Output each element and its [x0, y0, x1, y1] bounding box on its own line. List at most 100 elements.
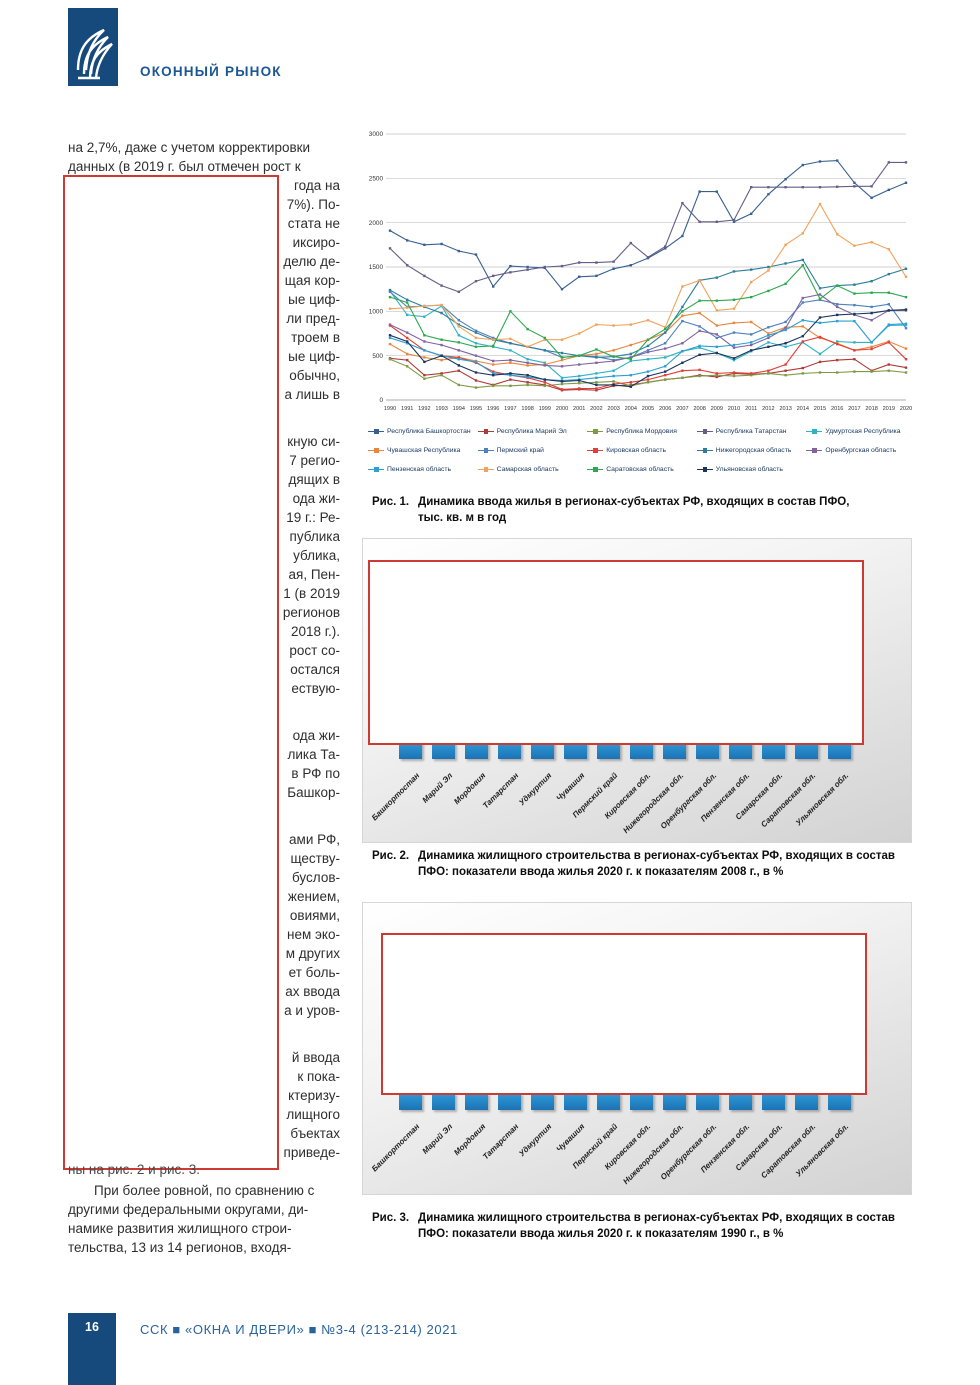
series-marker	[836, 232, 839, 236]
series-marker	[474, 379, 478, 382]
article-text-fragment: лищного	[286, 1107, 340, 1122]
series-marker	[578, 275, 581, 278]
series-marker	[681, 201, 684, 205]
series-marker	[406, 239, 409, 242]
series-marker	[767, 326, 770, 329]
series-marker	[853, 244, 856, 247]
series-marker	[543, 381, 546, 384]
legend-swatch-icon	[696, 466, 713, 473]
series-marker	[388, 288, 392, 292]
series-marker	[784, 342, 787, 345]
series-marker	[818, 352, 822, 356]
article-text-fragment: публика	[289, 529, 340, 544]
series-marker	[784, 186, 787, 189]
series-marker	[388, 307, 392, 310]
series-marker	[836, 159, 839, 162]
series-marker	[388, 336, 392, 340]
series-marker	[750, 280, 753, 284]
series-marker	[388, 334, 392, 337]
series-marker	[870, 291, 873, 294]
series-marker	[698, 299, 701, 302]
series-marker	[526, 361, 529, 364]
article-text-fragment: жением,	[287, 889, 340, 904]
series-marker	[560, 380, 564, 383]
x-axis-tick-label: 2013	[779, 406, 791, 412]
series-marker	[560, 356, 564, 359]
series-marker	[836, 340, 839, 343]
series-line	[389, 160, 907, 290]
series-marker	[440, 311, 443, 315]
series-marker	[715, 351, 718, 355]
series-marker	[509, 342, 512, 345]
series-marker	[698, 374, 701, 378]
series-marker	[904, 275, 908, 278]
series-marker	[646, 319, 650, 322]
series-marker	[681, 314, 684, 317]
series-line	[389, 259, 907, 358]
x-axis-tick-label: 2008	[693, 406, 705, 412]
series-marker	[526, 265, 529, 269]
legend-label: Республика Марий Эл	[496, 427, 567, 435]
series-marker	[595, 383, 598, 387]
x-axis-tick-label: 2019	[883, 406, 895, 412]
series-marker	[406, 331, 409, 334]
series-marker	[698, 353, 701, 356]
series-marker	[870, 185, 873, 188]
legend-label: Ульяновская область	[715, 465, 783, 473]
series-marker	[750, 373, 753, 377]
series-marker	[457, 290, 460, 294]
series-marker	[509, 310, 512, 313]
legend-item: Пензенская область	[368, 464, 474, 474]
series-marker	[664, 373, 667, 377]
series-marker	[595, 261, 598, 264]
series-marker	[698, 279, 701, 282]
series-marker	[887, 291, 890, 294]
article-text-fragment: ая, Пен-	[288, 567, 340, 582]
article-text-fragment: ах ввода	[285, 984, 340, 999]
series-marker	[870, 347, 873, 351]
series-marker	[423, 334, 426, 337]
series-marker	[543, 265, 546, 269]
series-marker	[664, 245, 667, 248]
series-marker	[784, 373, 787, 377]
series-marker	[474, 331, 478, 334]
series-marker	[440, 338, 443, 341]
series-marker	[715, 333, 718, 336]
series-marker	[406, 336, 409, 340]
article-text-fragment: а и уров-	[284, 1003, 340, 1018]
x-axis-tick-label: 2011	[745, 406, 757, 412]
series-marker	[681, 376, 684, 380]
series-marker	[870, 240, 873, 244]
series-marker	[474, 354, 478, 357]
legend-swatch-icon	[806, 428, 823, 435]
series-marker	[698, 346, 701, 349]
x-axis-tick-label: 2009	[711, 406, 723, 412]
series-marker	[612, 324, 615, 327]
series-marker	[474, 329, 478, 333]
article-text-fragment: троем в	[291, 330, 340, 345]
legend-swatch-icon	[587, 466, 604, 473]
series-marker	[784, 326, 787, 330]
bar	[696, 1093, 719, 1110]
series-marker	[457, 325, 460, 328]
legend-item: Чувашская Республика	[368, 445, 474, 455]
series-marker	[509, 372, 512, 375]
x-axis-tick-label: 2003	[607, 406, 619, 412]
series-marker	[664, 365, 667, 368]
series-marker	[440, 242, 443, 246]
series-marker	[853, 181, 856, 184]
fig1-legend: Республика Башкортостан Республика Марий …	[368, 426, 912, 474]
redaction-box-fig3	[381, 933, 867, 1095]
series-marker	[595, 274, 598, 278]
line-chart-svg: 0 500 1000 1500 2000 2500 3000 1990 1991 1992 1993…	[369, 131, 912, 412]
series-marker	[904, 323, 908, 327]
series-marker	[801, 232, 804, 235]
bar	[399, 1093, 422, 1110]
series-marker	[406, 306, 409, 309]
series-marker	[715, 276, 718, 279]
article-text-fragment: приведе-	[283, 1145, 340, 1160]
bar	[762, 742, 785, 759]
series-marker	[440, 354, 443, 357]
series-marker	[457, 356, 460, 359]
series-marker	[681, 319, 684, 323]
